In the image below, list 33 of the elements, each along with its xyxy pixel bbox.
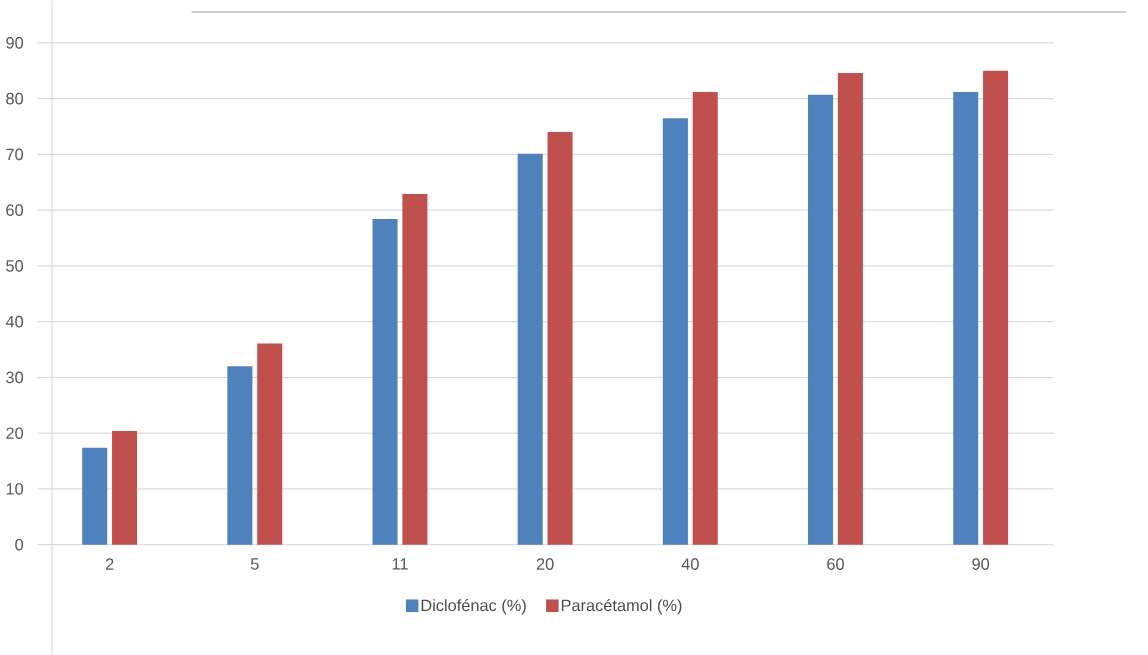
- bar: [112, 430, 138, 545]
- bar: [953, 91, 979, 545]
- y-tick-label: 80: [6, 92, 24, 105]
- bar: [257, 343, 283, 545]
- x-tick-label: 11: [392, 558, 408, 570]
- y-tick-label: 0: [15, 538, 24, 551]
- y-tick-label: 20: [6, 427, 24, 439]
- x-tick-label: 90: [972, 558, 990, 570]
- legend-label: Paracétamol (%): [561, 598, 682, 615]
- x-tick-label: 40: [681, 558, 699, 570]
- y-tick-label: 90: [6, 37, 24, 49]
- bar: [402, 193, 428, 545]
- bar: [808, 94, 834, 545]
- y-tick-label: 50: [6, 260, 24, 272]
- bar: [692, 91, 718, 545]
- y-tick-label: 40: [5, 315, 24, 328]
- bar: [372, 219, 398, 545]
- y-tick-label: 10: [6, 483, 24, 495]
- bar: [82, 447, 108, 545]
- y-tick-label: 60: [6, 204, 24, 216]
- bar: [837, 72, 863, 545]
- bar: [662, 118, 688, 545]
- bar: [547, 132, 573, 545]
- bar: [517, 153, 543, 545]
- x-tick-label: 60: [827, 558, 844, 570]
- legend-label: Diclofénac (%): [421, 598, 526, 615]
- bar: [227, 366, 253, 545]
- x-tick-label: 2: [105, 558, 114, 570]
- y-tick-label: 70: [6, 148, 24, 161]
- bar: [983, 70, 1009, 545]
- x-tick-label: 20: [536, 558, 554, 570]
- x-tick-label: 5: [250, 558, 259, 570]
- y-tick-label: 30: [6, 371, 24, 384]
